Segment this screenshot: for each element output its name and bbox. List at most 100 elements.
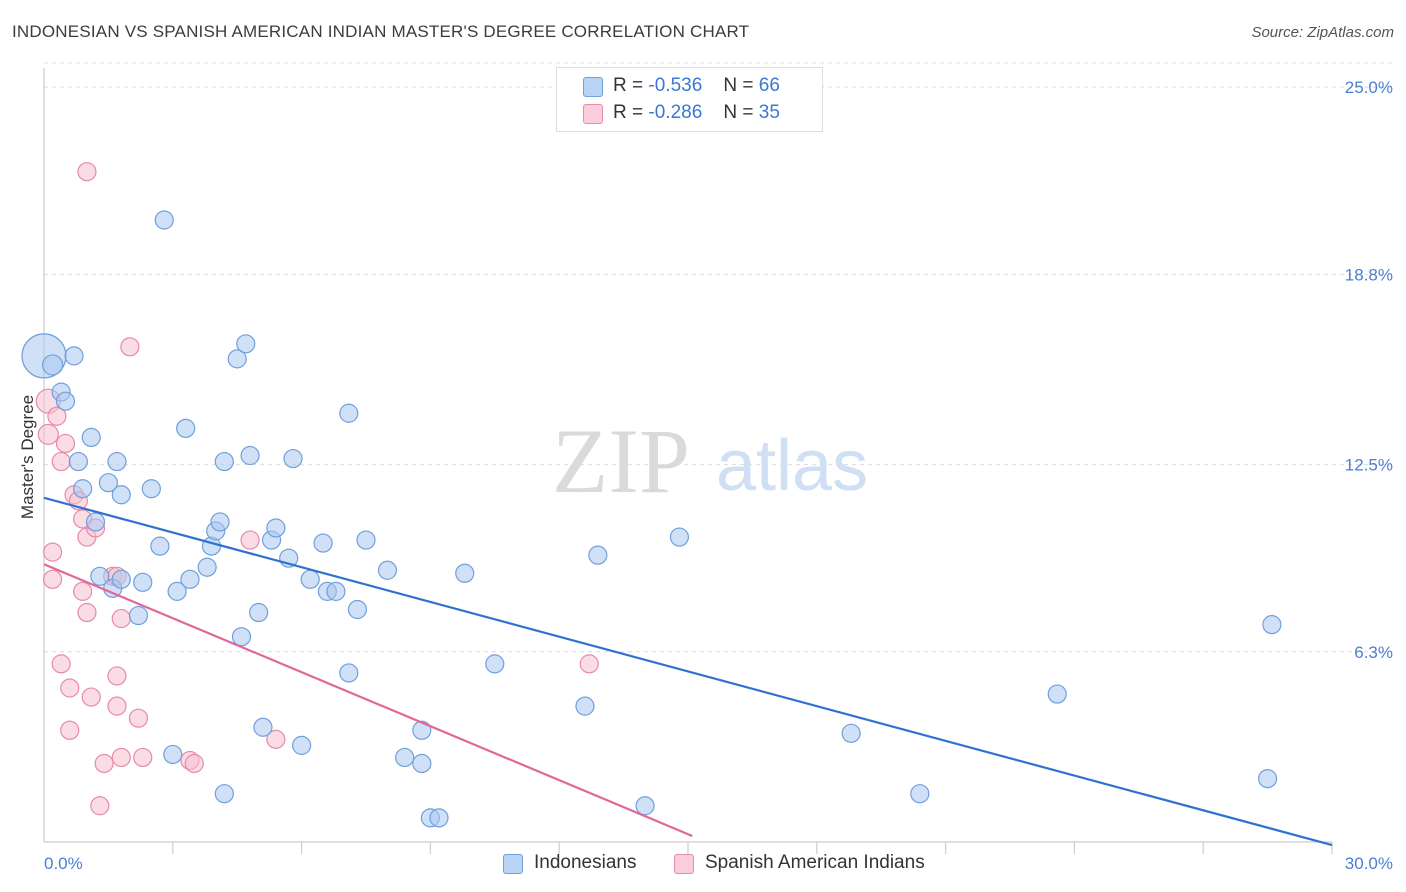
legend-n-value: 66 — [758, 75, 780, 96]
indonesians-point — [111, 485, 131, 505]
indonesians-point — [133, 572, 153, 592]
y-tick-label: 12.5% — [1345, 456, 1393, 475]
legend-swatch-pink — [583, 104, 603, 124]
indonesians-point — [98, 473, 119, 493]
indonesians-point — [253, 717, 273, 737]
legend-swatch-blue — [583, 77, 603, 97]
series-spanish-american-indians-points — [35, 162, 599, 816]
spanish-american-indians-point — [111, 608, 131, 629]
spanish-american-indians-point — [133, 747, 153, 768]
indonesians-point — [41, 354, 64, 376]
bottom-legend-label: Spanish American Indians — [705, 852, 925, 873]
indonesians-point — [150, 536, 170, 556]
indonesians-point — [455, 563, 475, 583]
spanish-american-indians-point — [73, 581, 93, 601]
indonesians-point — [326, 581, 346, 601]
y-tick-labels: 6.3% 12.5% 18.8% 25.0% — [1345, 78, 1393, 662]
spanish-american-indians-point — [111, 747, 131, 768]
spanish-american-indians-point — [240, 530, 260, 550]
indonesians-point — [339, 663, 359, 683]
legend-n-label: N = — [723, 75, 754, 96]
bottom-legend-swatch-pink — [674, 854, 694, 874]
indonesians-point — [910, 784, 930, 804]
indonesians-point — [240, 445, 260, 466]
grid-lines — [44, 62, 1392, 653]
x-tick-label-min: 0.0% — [44, 854, 83, 873]
legend-n-value: 35 — [758, 102, 780, 123]
legend-r-label: R = — [613, 75, 644, 96]
indonesians-point — [412, 753, 432, 774]
indonesians-point — [210, 512, 230, 532]
indonesians-point — [347, 599, 368, 620]
indonesians-point — [313, 533, 333, 553]
indonesians-point — [1047, 684, 1067, 704]
indonesians-point — [214, 784, 234, 804]
trend-lines — [43, 496, 1333, 847]
indonesians-point — [395, 747, 415, 768]
spanish-american-indians-point — [47, 406, 67, 426]
bottom-legend-label: Indonesians — [534, 852, 637, 873]
chart-source: Source: ZipAtlas.com — [1251, 24, 1394, 41]
x-tick-marks — [172, 842, 1333, 854]
indonesians-point — [249, 602, 269, 623]
indonesians-point — [669, 527, 690, 547]
y-tick-label: 18.8% — [1345, 265, 1393, 284]
indonesians-point — [1257, 768, 1278, 789]
indonesians-point — [64, 346, 84, 366]
indonesians-point — [197, 557, 217, 577]
bottom-legend-swatch-blue — [503, 854, 523, 874]
spanish-american-indians-point — [60, 678, 80, 698]
indonesians-point — [81, 427, 101, 448]
indonesians-point — [485, 654, 505, 674]
spanish-american-indians-point — [90, 796, 110, 816]
legend-r-label: R = — [613, 102, 644, 123]
spanish-american-indians-point — [37, 423, 59, 445]
indonesians-point — [266, 518, 286, 538]
spanish-american-indians-point — [51, 654, 71, 674]
indonesians-point — [339, 403, 359, 423]
spanish-american-indians-point — [42, 542, 63, 562]
y-tick-label: 25.0% — [1345, 78, 1393, 97]
indonesians-point — [283, 448, 303, 469]
indonesians-point — [73, 479, 93, 499]
indonesians-point — [167, 581, 187, 601]
indonesians-point — [575, 696, 595, 716]
indonesians-point — [154, 210, 174, 230]
indonesians-point — [1262, 615, 1282, 635]
spanish-american-indians-point — [94, 753, 114, 774]
spanish-american-indians-point — [60, 720, 80, 740]
indonesians-point — [300, 569, 320, 589]
indonesians-point — [214, 451, 234, 472]
spanish-american-indians-point — [120, 337, 140, 357]
indonesians-point — [68, 451, 88, 472]
indonesians-point — [841, 723, 861, 743]
indonesians-point — [292, 735, 312, 755]
spanish-american-indians-point — [128, 708, 149, 728]
legend-r-value: -0.286 — [648, 102, 703, 123]
spanish-american-indians-point — [81, 687, 101, 707]
indonesians-point — [141, 479, 161, 499]
indonesians-point — [55, 391, 76, 411]
spanish-american-indians-point — [579, 654, 599, 674]
indonesians-point — [128, 605, 149, 626]
indonesians-point — [180, 569, 200, 589]
series-indonesians-points — [21, 210, 1282, 828]
y-tick-label: 6.3% — [1354, 643, 1393, 662]
legend-n-label: N = — [723, 102, 754, 123]
indonesians-point — [412, 720, 432, 740]
spanish-american-indians-point — [266, 729, 286, 749]
watermark-zip: ZIP — [552, 410, 690, 512]
spanish-american-indians-point — [42, 569, 63, 589]
indonesians-point — [635, 796, 655, 816]
indonesians-point — [176, 418, 196, 438]
indonesians-point — [356, 530, 376, 550]
indonesians-point — [85, 512, 106, 532]
spanish-american-indians-point — [51, 451, 71, 472]
spanish-american-indians-point — [77, 602, 97, 623]
indonesians-point — [107, 451, 127, 472]
spanish-american-indians-point — [55, 433, 76, 454]
indonesians-point — [163, 744, 183, 765]
spanish-american-indians-trend-line — [43, 563, 693, 837]
spanish-american-indians-point — [107, 666, 127, 686]
